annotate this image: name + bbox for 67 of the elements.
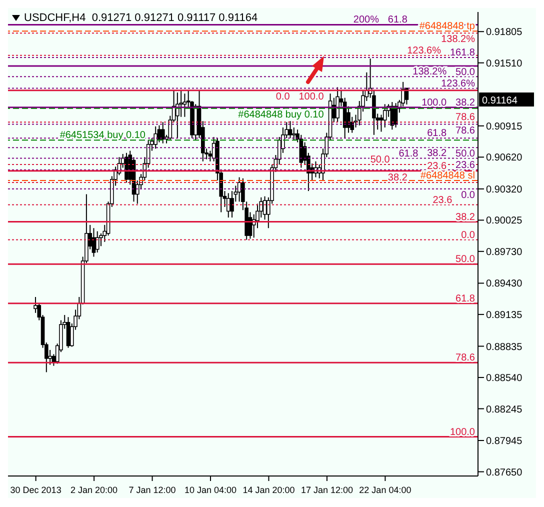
annotation: 0.0	[461, 190, 476, 201]
y-tick-label: 0.87650	[486, 467, 523, 478]
x-tick-label: 2 Jan 20:00	[70, 485, 118, 495]
ref-line-label: #6484848 sl	[420, 170, 475, 182]
annotation: 38.2	[456, 212, 476, 223]
annotation: 0.0	[461, 230, 476, 241]
candlestick	[182, 93, 187, 118]
y-tick-label: 0.87945	[486, 436, 523, 448]
y-tick-label: 0.89430	[486, 278, 523, 290]
candlestick	[95, 230, 100, 253]
annotation: 38.2	[456, 97, 476, 108]
y-tick-label: 0.89135	[486, 310, 523, 321]
candlestick	[382, 104, 387, 128]
candlestick	[66, 316, 70, 348]
y-tick-label: 0.88835	[486, 342, 523, 353]
annotation: 78.6	[456, 112, 476, 124]
ref-line-label: #6484848 buy 0.10	[238, 109, 324, 120]
y-tick-label: 0.91805	[486, 27, 523, 38]
candlestick	[288, 120, 292, 139]
candlestick	[154, 126, 158, 150]
annotation: 61.8	[456, 293, 476, 304]
annotation: 78.6	[456, 125, 476, 136]
annotation: 100.0	[298, 91, 324, 102]
annotation: 100.0	[422, 97, 448, 108]
annotation: 50.0	[370, 154, 390, 166]
annotation: 138.2%	[441, 34, 476, 46]
annotation: 23.6	[456, 160, 476, 171]
annotation: 123.6%	[441, 78, 476, 90]
candlestick	[292, 126, 296, 141]
y-tick-label: 0.90915	[486, 121, 523, 132]
x-tick-label: 14 Jan 20:00	[242, 485, 295, 495]
y-tick-label: 0.89730	[486, 246, 523, 258]
annotation: 61.8	[388, 14, 408, 26]
candlestick	[336, 86, 340, 123]
annotation: 38.2	[427, 148, 448, 160]
x-tick-label: 7 Jan 12:00	[128, 485, 176, 495]
y-tick-label: 0.88540	[486, 373, 523, 384]
annotation: 100.0	[450, 426, 476, 438]
candlestick	[34, 296, 38, 314]
annotation: 50.0	[456, 67, 476, 78]
annotation: 50.0	[456, 254, 476, 266]
annotation: 78.6	[456, 352, 476, 364]
candlestick	[160, 122, 165, 144]
chart-title: USDCHF,H4 0.91271 0.91271 0.91117 0.91164	[24, 12, 258, 24]
y-tick-label: 0.90025	[486, 216, 523, 227]
annotation: 138.2%	[412, 66, 447, 78]
candlestick	[379, 114, 384, 132]
annotation: 0.0	[276, 91, 290, 102]
annotation: 61.8	[427, 128, 448, 140]
ref-line-label: #6451534 buy 0.10	[60, 130, 146, 142]
y-tick-label: 0.91510	[486, 58, 523, 70]
annotation: 161.8	[450, 48, 476, 59]
candlestick	[92, 228, 96, 258]
y-tick-label: 0.88245	[486, 404, 523, 416]
text: 0.91164	[482, 96, 518, 107]
annotation: 23.6	[432, 194, 453, 206]
x-tick-label: 22 Jan 04:00	[359, 485, 412, 495]
annotation: 50.0	[456, 148, 476, 160]
annotation: 200%	[353, 14, 380, 26]
y-tick-label: 0.90620	[486, 152, 523, 164]
x-tick-label: 10 Jan 04:00	[184, 485, 237, 495]
x-tick-label: 30 Dec 2013	[10, 485, 62, 495]
annotation: 123.6%	[407, 45, 442, 56]
annotation: 23.6	[427, 160, 448, 172]
x-tick-label: 17 Jan 12:00	[300, 485, 353, 495]
annotation: 61.8	[398, 148, 419, 160]
y-tick-label: 0.90320	[486, 184, 523, 196]
